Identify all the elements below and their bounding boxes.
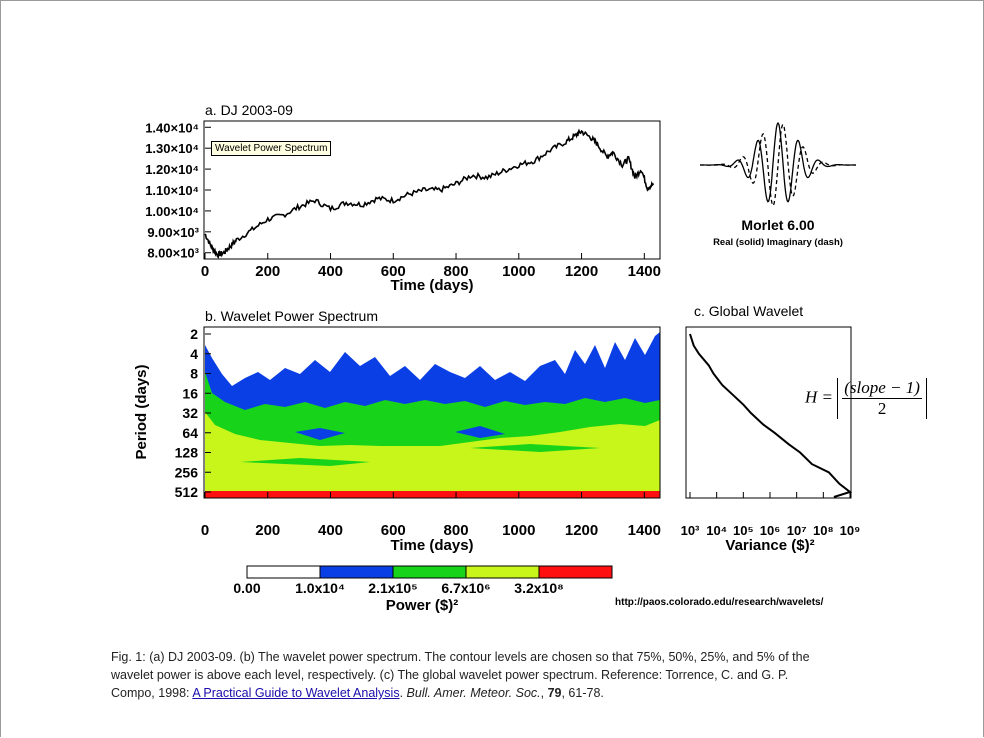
colorbar-tick-label: 2.1x10⁵ [368, 580, 417, 596]
panel-c-x-tick-label: 10⁹ [840, 523, 861, 538]
tooltip-box: Wavelet Power Spectrum [211, 141, 332, 156]
formula-numerator: (slope − 1) [842, 378, 922, 399]
figure-caption: Fig. 1: (a) DJ 2003-09. (b) The wavelet … [111, 648, 831, 702]
panel-c-x-tick-label: 10⁷ [787, 523, 807, 538]
morlet-subtitle: Real (solid) Imaginary (dash) [713, 237, 843, 248]
panel-c-frame [685, 326, 852, 499]
colorbar-segment [538, 565, 613, 579]
panel-a-y-tick-label: 1.30×10⁴ [145, 141, 199, 156]
level-blue-patch [295, 428, 345, 440]
x-tick-label: 200 [255, 263, 280, 280]
panel-a-y-tick-label: 9.00×10³ [147, 225, 199, 240]
panel-b-y-tick-label: 16 [182, 385, 198, 401]
x-tick-label: 1400 [628, 522, 661, 539]
x-tick-label: 400 [318, 522, 343, 539]
x-tick-label: 1200 [565, 522, 598, 539]
panel-a-y-tick-label: 8.00×10³ [147, 246, 199, 261]
panel-b-x-label: Time (days) [390, 537, 473, 554]
panel-b-y-tick-label: 32 [182, 405, 198, 421]
panel-b-y-ticks: 2 4 8 16 32 64 128 256 512 [175, 326, 211, 500]
reference-link[interactable]: A Practical Guide to Wavelet Analysis [192, 686, 400, 700]
caption-text: Fig. 1: (a) DJ 2003-09. (b) The wavelet … [111, 650, 810, 700]
x-tick-label: 1400 [628, 263, 661, 280]
panel-c-x-tick-label: 10³ [681, 523, 700, 538]
panel-a-x-ticks: 0 200 400 600 800 1000 1200 1400 [201, 253, 661, 280]
x-tick-label: 1000 [502, 263, 535, 280]
panel-c-x-tick-label: 10⁵ [733, 523, 754, 538]
panel-a-frame [203, 120, 661, 260]
x-tick-label: 800 [444, 522, 469, 539]
colorbar-segment [246, 565, 321, 579]
panel-b-x-ticks: 0 200 400 600 800 1000 1200 1400 [201, 492, 661, 539]
panel-c-title: c. Global Wavelet [694, 303, 803, 319]
panel-c-x-ticks: 10³ 10⁴ 10⁵ 10⁶ 10⁷ 10⁸ 10⁹ [681, 492, 861, 538]
x-tick-label: 1000 [502, 522, 535, 539]
x-tick-label: 0 [201, 263, 209, 280]
x-tick-label: 600 [381, 263, 406, 280]
level-green-patch-2 [470, 444, 600, 452]
x-tick-label: 200 [255, 522, 280, 539]
panel-b-y-tick-label: 8 [190, 366, 198, 382]
hurst-formula: H = (slope − 1) 2 [805, 378, 927, 419]
caption-vol-sep: , [540, 686, 548, 700]
level-red-band [205, 491, 660, 498]
panel-a-y-tick-label: 1.00×10⁴ [145, 204, 199, 219]
panel-a-y-ticks: 1.40×10⁴ 1.30×10⁴ 1.20×10⁴ 1.10×10⁴ 1.00×10⁴… [145, 120, 211, 261]
caption-journal: Bull. Amer. Meteor. Soc. [406, 686, 541, 700]
panel-a-y-tick-label: 1.40×10⁴ [145, 120, 199, 135]
colorbar-segment [392, 565, 467, 579]
caption-sep: . [399, 686, 407, 700]
morlet-real-curve [700, 121, 856, 203]
caption-volume: 79 [547, 686, 562, 700]
x-tick-label: 400 [318, 263, 343, 280]
panel-a-x-label: Time (days) [390, 277, 473, 294]
source-url[interactable]: http://paos.colorado.edu/research/wavele… [615, 597, 824, 608]
panel-b-y-tick-label: 2 [190, 326, 198, 342]
panel-b-y-tick-label: 512 [175, 484, 199, 500]
formula-lhs: H = [805, 387, 833, 407]
panel-a-series-line [204, 128, 655, 259]
panel-b-title: b. Wavelet Power Spectrum [205, 308, 378, 324]
x-tick-label: 600 [381, 522, 406, 539]
panel-b-y-tick-label: 256 [175, 464, 199, 480]
colorbar-tick-label: 0.00 [233, 580, 260, 596]
colorbar: 0.00 1.0x10⁴ 2.1x10⁵ 6.7x10⁶ 3.2x10⁸ [233, 565, 613, 596]
formula-denominator: 2 [877, 399, 887, 418]
caption-pages: , 61-78. [561, 686, 604, 700]
panel-c-series-line [689, 333, 853, 498]
x-tick-label: 0 [201, 522, 209, 539]
panel-b-y-tick-label: 128 [175, 445, 199, 461]
panel-b-y-label: Period (days) [133, 364, 150, 459]
formula-abs: (slope − 1) 2 [837, 378, 927, 419]
colorbar-segment [319, 565, 394, 579]
colorbar-tick-label: 3.2x10⁸ [514, 580, 563, 596]
panel-a-y-tick-label: 1.10×10⁴ [145, 183, 199, 198]
panel-c-x-tick-label: 10⁶ [760, 523, 780, 538]
morlet-title: Morlet 6.00 [741, 217, 814, 233]
level-yellowgreen-region [205, 412, 660, 498]
colorbar-tick-label: 6.7x10⁶ [441, 580, 490, 596]
panel-b-y-tick-label: 4 [190, 346, 198, 362]
level-green-patch [240, 458, 370, 466]
panel-b-y-tick-label: 64 [182, 425, 198, 441]
wavelet-heatmap [205, 328, 660, 498]
panel-c-x-tick-label: 10⁴ [706, 523, 727, 538]
panel-b-frame [203, 326, 661, 499]
colorbar-segment [465, 565, 540, 579]
level-blue-patch-2 [455, 426, 505, 438]
panel-a-y-tick-label: 1.20×10⁴ [145, 162, 199, 177]
colorbar-tick-label: 1.0x10⁴ [295, 580, 345, 596]
panel-a-title: a. DJ 2003-09 [205, 102, 293, 118]
morlet-wavelet-plot [700, 121, 856, 207]
x-tick-label: 1200 [565, 263, 598, 280]
panel-c-x-tick-label: 10⁸ [813, 523, 834, 538]
panel-c-x-label: Variance ($)² [725, 537, 814, 554]
colorbar-label: Power ($)² [386, 597, 459, 614]
x-tick-label: 800 [444, 263, 469, 280]
